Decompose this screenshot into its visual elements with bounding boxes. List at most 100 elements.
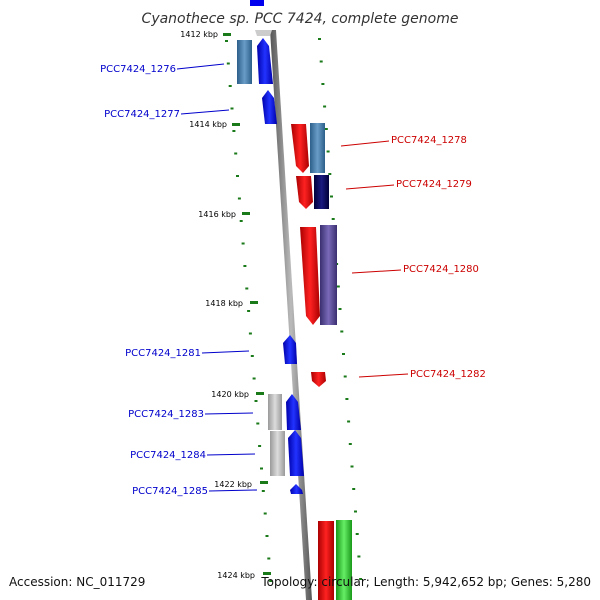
leader-line (206, 453, 256, 456)
kbp-tick-mark (260, 481, 268, 484)
position-dot (265, 535, 269, 537)
position-dot (237, 197, 241, 200)
kbp-tick-label: 1422 kbp (214, 480, 252, 489)
position-dot (239, 220, 243, 222)
position-dot (228, 85, 232, 87)
kbp-tick: 1416 kbp (198, 210, 250, 219)
gene-arrow-pcc7424-1283[interactable] (286, 394, 301, 430)
position-dot (250, 355, 254, 357)
position-dot (345, 398, 349, 400)
kbp-tick-mark (250, 301, 258, 304)
gene-label-text[interactable]: PCC7424_1280 (403, 264, 479, 275)
forward-genes (237, 38, 304, 494)
leader-line (201, 350, 250, 354)
leader-line (345, 184, 395, 190)
gene-label-pcc7424-1277[interactable]: PCC7424_1277 (104, 109, 230, 120)
gene-arrow-pcc7424-1284[interactable] (288, 430, 304, 476)
gene-label-text[interactable]: PCC7424_1284 (130, 450, 206, 461)
position-dot (232, 130, 236, 132)
position-dot (328, 173, 332, 175)
gene-arrow-pcc7424-1276[interactable] (257, 38, 273, 84)
position-dot (247, 310, 251, 312)
position-dot (321, 83, 325, 85)
position-dot (343, 375, 347, 378)
gene-domain-box[interactable] (270, 431, 285, 476)
position-dot (359, 578, 363, 580)
gene-domain-box[interactable] (310, 123, 325, 173)
accession-text: Accession: NC_011729 (9, 575, 145, 589)
position-dot (348, 443, 352, 445)
position-dot (263, 512, 267, 515)
gene-label-text[interactable]: PCC7424_1277 (104, 109, 180, 120)
leader-line (204, 412, 254, 415)
gene-domain-box[interactable] (320, 225, 337, 325)
kbp-tick-label: 1416 kbp (198, 210, 236, 219)
gene-domain-box[interactable] (314, 175, 329, 209)
gene-arrow-pcc7424-1282[interactable] (311, 372, 326, 387)
gene-domain-box[interactable] (268, 394, 282, 430)
leader-line (358, 373, 409, 378)
position-dot (243, 265, 247, 267)
position-dot-tracks (225, 38, 363, 582)
gene-partial-bottom[interactable] (318, 521, 334, 600)
position-dot (330, 195, 333, 198)
gene-arrow-pcc7424-1280[interactable] (300, 227, 320, 325)
kbp-tick-mark (232, 123, 240, 126)
leader-line (180, 109, 230, 115)
position-dot (225, 40, 228, 42)
kbp-tick: 1422 kbp (214, 480, 268, 489)
gene-domain-box[interactable] (237, 40, 252, 84)
leader-line (176, 63, 225, 70)
gene-arrow-pcc7424-1277[interactable] (262, 90, 277, 124)
gene-partial-bottom[interactable] (336, 520, 352, 600)
gene-label-text[interactable]: PCC7424_1282 (410, 369, 486, 380)
position-dot (357, 555, 361, 558)
topology-text: Topology: circular; Length: 5,942,652 bp… (260, 575, 591, 589)
gene-label-text[interactable]: PCC7424_1285 (132, 486, 208, 497)
gene-label-text[interactable]: PCC7424_1278 (391, 135, 467, 146)
kbp-tick-label: 1420 kbp (211, 390, 249, 399)
gene-arrow-pcc7424-1279[interactable] (296, 176, 313, 209)
kbp-tick: 1420 kbp (211, 390, 264, 399)
gene-partial-top (250, 0, 264, 6)
kbp-ticks: 1412 kbp 1414 kbp 1416 kbp 1418 kbp 1420… (180, 30, 271, 580)
gene-label-text[interactable]: PCC7424_1279 (396, 179, 472, 190)
map-title: Cyanothece sp. PCC 7424, complete genome (142, 11, 459, 27)
position-dot (269, 580, 273, 582)
gene-label-pcc7424-1279[interactable]: PCC7424_1279 (345, 179, 472, 190)
gene-label-pcc7424-1282[interactable]: PCC7424_1282 (358, 369, 486, 380)
gene-label-text[interactable]: PCC7424_1276 (100, 64, 176, 75)
position-dot (267, 557, 271, 560)
kbp-tick: 1412 kbp (180, 30, 231, 39)
position-dot (331, 218, 335, 220)
position-dot (324, 128, 328, 130)
position-dot (230, 107, 234, 110)
position-dot (326, 150, 330, 153)
position-dot (342, 353, 345, 355)
position-dot (234, 152, 238, 155)
gene-label-pcc7424-1280[interactable]: PCC7424_1280 (351, 264, 479, 275)
position-dot (318, 38, 321, 40)
gene-label-text[interactable]: PCC7424_1281 (125, 348, 201, 359)
gene-arrow-pcc7424-1281[interactable] (283, 335, 297, 364)
gene-label-pcc7424-1284[interactable]: PCC7424_1284 (130, 450, 256, 461)
gene-arrow-pcc7424-1278[interactable] (291, 124, 309, 173)
position-dot (256, 422, 260, 425)
gene-label-pcc7424-1278[interactable]: PCC7424_1278 (340, 135, 467, 147)
axis-top-cap (255, 30, 272, 36)
position-dot (245, 287, 249, 290)
position-dot (258, 445, 262, 447)
gene-label-pcc7424-1285[interactable]: PCC7424_1285 (132, 486, 258, 497)
position-dot (354, 510, 357, 513)
kbp-tick-label: 1414 kbp (189, 120, 227, 129)
position-dot (236, 175, 239, 177)
gene-label-pcc7424-1276[interactable]: PCC7424_1276 (100, 63, 225, 75)
position-dot (340, 330, 344, 333)
gene-label-pcc7424-1283[interactable]: PCC7424_1283 (128, 409, 254, 420)
gene-arrow-pcc7424-1285[interactable] (290, 484, 303, 494)
position-dot (352, 488, 356, 490)
gene-label-text[interactable]: PCC7424_1283 (128, 409, 204, 420)
gene-label-pcc7424-1281[interactable]: PCC7424_1281 (125, 348, 250, 359)
position-dot (248, 332, 252, 335)
